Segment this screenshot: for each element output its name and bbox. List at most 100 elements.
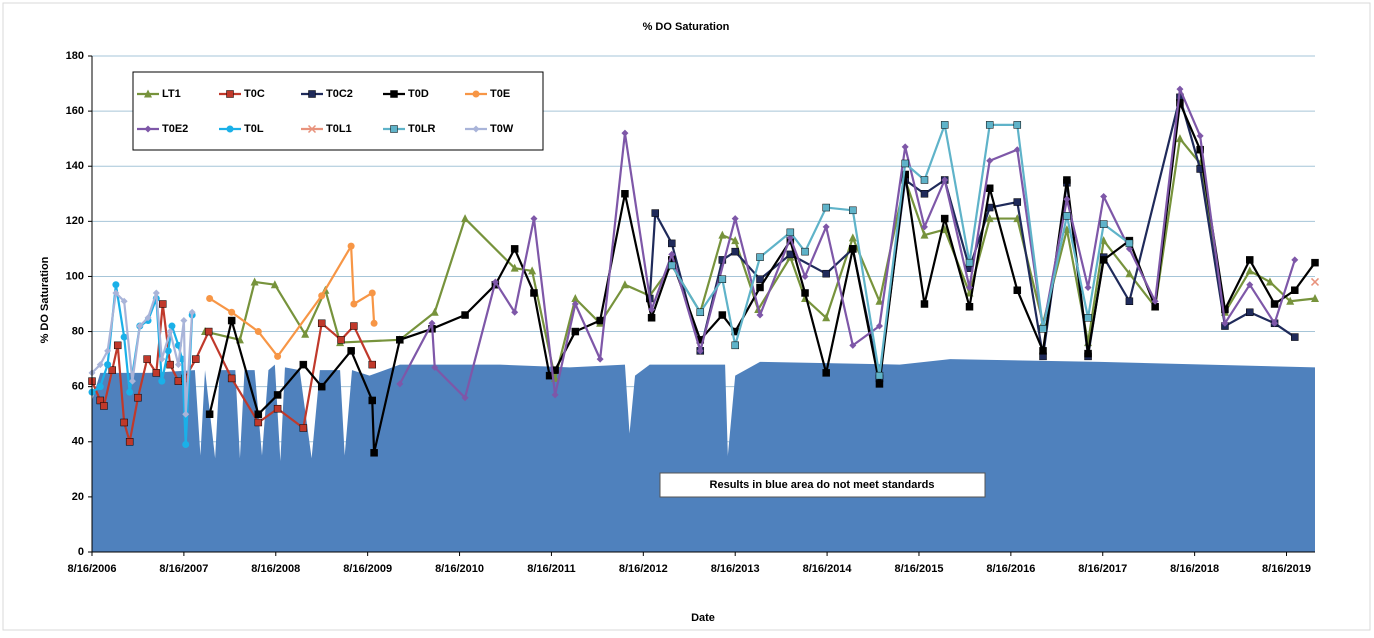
marker [801, 289, 809, 297]
marker [1246, 256, 1254, 264]
marker [1221, 305, 1229, 314]
marker [668, 250, 676, 258]
marker [530, 215, 538, 223]
marker [966, 283, 974, 291]
marker [1013, 146, 1021, 154]
marker [920, 300, 929, 308]
marker [1063, 176, 1071, 184]
marker [370, 319, 378, 327]
marker [822, 223, 830, 231]
marker [159, 300, 167, 308]
y-tick-label: 80 [72, 325, 84, 337]
marker [1013, 198, 1022, 206]
marker [182, 410, 190, 418]
marker [875, 380, 884, 388]
y-tick-label: 60 [72, 381, 84, 393]
marker [152, 289, 160, 297]
series-group [88, 85, 1320, 457]
y-tick-label: 140 [66, 160, 84, 172]
marker [226, 90, 234, 98]
marker [696, 308, 705, 317]
y-tick-label: 120 [66, 215, 84, 227]
marker [1265, 277, 1274, 286]
marker [1099, 256, 1108, 264]
marker [188, 308, 196, 316]
marker [1125, 297, 1134, 305]
marker [299, 360, 308, 369]
marker [227, 316, 236, 325]
axes: 0 20 40 60 80 100 120 140 160 180 8/16/2006 8/16/20… [66, 50, 1315, 575]
x-tick-label: 8/16/2008 [251, 563, 300, 575]
marker [120, 418, 128, 427]
marker [347, 347, 355, 355]
marker [461, 214, 470, 223]
marker [308, 90, 316, 98]
marker [152, 369, 161, 377]
marker [696, 347, 704, 355]
marker [940, 121, 949, 129]
series-line [648, 96, 1296, 380]
marker [126, 388, 134, 396]
marker [301, 329, 310, 338]
x-tick-label: 8/16/2012 [619, 563, 668, 575]
marker [651, 209, 660, 217]
marker [822, 369, 830, 377]
marker [756, 311, 764, 319]
x-tick-label: 8/16/2016 [986, 563, 1035, 575]
legend-label: T0L [244, 123, 264, 135]
marker [1125, 269, 1134, 278]
marker [166, 360, 174, 369]
annotation-box [659, 472, 986, 498]
marker [718, 230, 727, 239]
marker [528, 266, 537, 275]
marker [108, 366, 116, 374]
marker [731, 247, 739, 256]
marker [822, 313, 831, 322]
marker [491, 278, 499, 286]
series-line [208, 101, 1316, 454]
marker [96, 361, 104, 369]
marker [125, 438, 134, 446]
legend-label: T0E2 [162, 123, 188, 135]
y-tick-label: 100 [66, 270, 84, 282]
series-line [204, 137, 1316, 380]
x-tick-label: 8/16/2010 [435, 563, 484, 575]
legend-label: T0C2 [326, 88, 353, 100]
marker [1175, 134, 1184, 143]
marker [1196, 145, 1204, 154]
marker [180, 317, 188, 325]
marker [849, 245, 857, 253]
marker [1039, 347, 1047, 355]
marker [128, 377, 136, 385]
marker [472, 90, 480, 98]
marker [206, 294, 214, 302]
marker [849, 206, 857, 215]
y-tick-label: 20 [72, 491, 84, 503]
marker [1246, 308, 1254, 317]
marker [205, 410, 214, 418]
marker [347, 242, 355, 250]
marker [511, 308, 519, 316]
x-tick-label: 8/16/2014 [803, 563, 853, 575]
marker [120, 297, 128, 305]
marker [1245, 266, 1254, 275]
marker [164, 347, 172, 355]
marker [731, 341, 739, 350]
marker [368, 289, 376, 297]
annotation: Results in blue area do not meet standar… [710, 479, 935, 491]
marker [1099, 220, 1108, 228]
marker [136, 322, 144, 330]
marker [510, 263, 519, 272]
marker [228, 308, 236, 316]
marker [571, 293, 580, 302]
marker [307, 124, 317, 134]
y-tick-label: 180 [66, 50, 84, 62]
marker [104, 347, 112, 355]
marker [350, 300, 358, 308]
series-line [90, 302, 374, 443]
marker [1176, 99, 1184, 107]
marker [571, 300, 579, 308]
marker [920, 190, 929, 198]
marker [530, 289, 538, 297]
